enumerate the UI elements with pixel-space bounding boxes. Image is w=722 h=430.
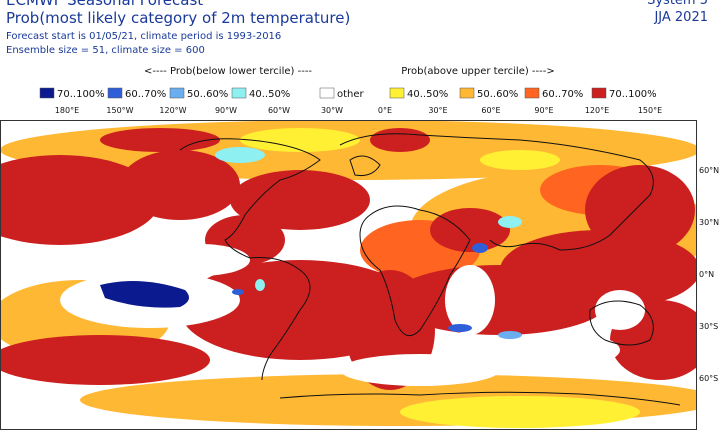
legend-swatch <box>39 87 55 99</box>
legend-label: 60..70% <box>542 89 583 100</box>
legend-swatch <box>524 87 540 99</box>
legend-swatch <box>389 87 405 99</box>
legend-label: 60..70% <box>125 89 166 100</box>
legend-label: 70..100% <box>609 89 657 100</box>
lon-label: 30°E <box>428 106 447 115</box>
legend-swatch <box>319 87 335 99</box>
prob-70-100-below <box>100 281 189 308</box>
legend-label: other <box>337 89 365 100</box>
forecast-line: Forecast start is 01/05/21, climate peri… <box>6 31 282 42</box>
lon-label: 180°E <box>55 106 79 115</box>
lon-label: 120°E <box>585 106 609 115</box>
lon-label: 150°E <box>638 106 662 115</box>
legend-label: 50..60% <box>187 89 228 100</box>
legend-label: 40..50% <box>407 89 448 100</box>
legend-label: 50..60% <box>477 89 518 100</box>
lat-label-right: 60°N <box>699 166 719 175</box>
lat-label-right: 30°S <box>699 322 718 331</box>
legend-swatch <box>169 87 185 99</box>
lat-label-right: 60°S <box>699 374 718 383</box>
lon-labels: 180°E 150°W 120°W 90°W 60°W 30°W 0°E 30°E 60°E 90… <box>55 106 662 115</box>
season: JJA 2021 <box>654 10 708 25</box>
lon-label: 30°W <box>321 106 343 115</box>
lon-label: 60°E <box>481 106 500 115</box>
map-field <box>0 120 697 430</box>
prob-40-50-below <box>215 147 522 291</box>
subtitle: Prob(most likely category of 2m temperat… <box>6 9 351 27</box>
legend-label: 70..100% <box>57 89 105 100</box>
legend: 70..100% 60..70% 50..60% 40..50% other 40..50… <box>39 87 657 100</box>
coastlines <box>179 133 681 406</box>
lon-label: 0°E <box>378 106 392 115</box>
ensemble-line: Ensemble size = 51, climate size = 600 <box>6 45 205 56</box>
legend-swatch <box>459 87 475 99</box>
prob-40-50-above <box>240 128 640 428</box>
title: ECMWF Seasonal Forecast <box>6 0 204 9</box>
lon-label: 90°E <box>534 106 553 115</box>
legend-label: 40..50% <box>249 89 290 100</box>
lon-label: 90°W <box>215 106 237 115</box>
system: System 5 <box>647 0 708 8</box>
lon-label: 60°W <box>268 106 290 115</box>
legend-swatch <box>591 87 607 99</box>
prob-50-60-below <box>498 331 522 339</box>
legend-above-title: Prob(above upper tercile) ----> <box>401 66 555 77</box>
legend-swatch <box>107 87 123 99</box>
lat-label-right: 0°N <box>699 270 714 279</box>
lat-label-right: 30°N <box>699 218 719 227</box>
legend-below-title: <---- Prob(below lower tercile) ---- <box>144 66 312 77</box>
lon-label: 120°W <box>159 106 186 115</box>
prob-60-70-below <box>232 243 488 332</box>
legend-swatch <box>231 87 247 99</box>
prob-70-100-above <box>0 128 697 390</box>
lon-label: 150°W <box>106 106 133 115</box>
